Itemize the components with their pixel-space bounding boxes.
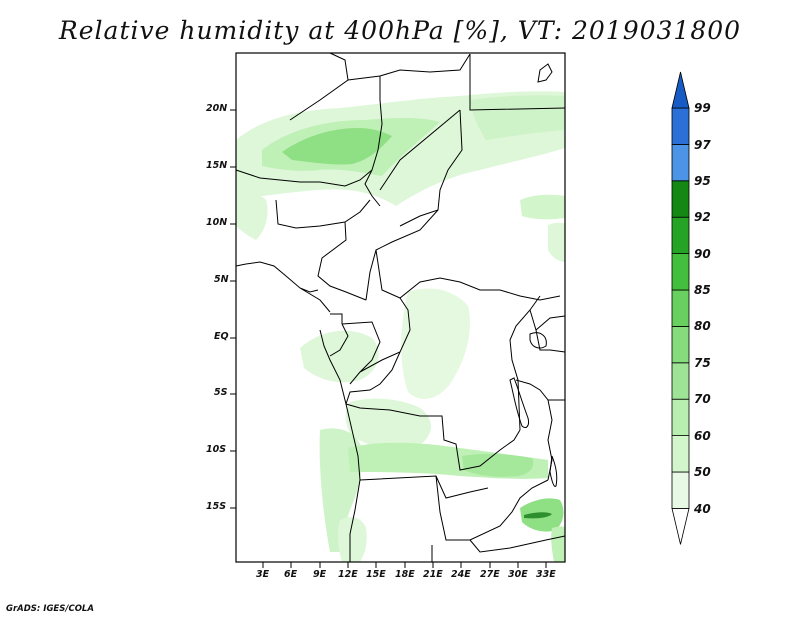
colorbar-label-90: 90 [694, 247, 711, 261]
colorbar-bin-above-max [671, 71, 690, 109]
humidity-shading [236, 91, 565, 562]
colorbar-label-95: 95 [694, 174, 711, 188]
humidity-patch-congo-west [300, 330, 379, 383]
humidity-patch-sahel-strong [282, 128, 392, 165]
chart-title: Relative humidity at 400hPa [%], VT: 201… [58, 16, 742, 45]
colorbar-label-97: 97 [694, 138, 711, 152]
lat-label-20n: 20N [206, 103, 228, 114]
colorbar-bin-8 [671, 216, 690, 254]
colorbar-bin-4 [671, 362, 690, 400]
lon-label-27e: 27E [480, 569, 500, 580]
lon-label-15e: 15E [366, 569, 386, 580]
coastline-east-top [537, 63, 553, 83]
border-north-africa [289, 52, 566, 121]
colorbar-label-70: 70 [694, 392, 711, 406]
lon-label-21e: 21E [423, 569, 443, 580]
humidity-patch-south-west [337, 517, 367, 562]
colorbar-label-60: 60 [694, 429, 711, 443]
footer-credit: GrADS: IGES/COLA [6, 604, 94, 614]
border-nigeria-cameroon [275, 199, 561, 301]
lat-label-15s: 15S [206, 501, 227, 512]
colorbar-bin-7 [671, 253, 690, 291]
colorbar-bin-9 [671, 180, 690, 218]
border-angola-zambia [345, 403, 566, 562]
humidity-patch-east-small [520, 194, 565, 220]
lat-label-15n: 15N [206, 160, 228, 171]
lon-label-9e: 9E [313, 569, 327, 580]
humidity-patch-congo-central [401, 288, 470, 399]
lon-label-33e: 33E [536, 569, 556, 580]
lat-label-eq: EQ [214, 331, 229, 342]
coastline-west [235, 261, 347, 405]
lat-label-10n: 10N [206, 217, 228, 228]
humidity-patch-zambia [462, 453, 534, 477]
colorbar-bin-6 [671, 289, 690, 327]
border-east-africa [515, 309, 566, 481]
lon-label-18e: 18E [395, 569, 415, 580]
lon-label-6e: 6E [284, 569, 298, 580]
colorbar-bin-1 [671, 471, 690, 509]
colorbar-label-80: 80 [694, 319, 711, 333]
lon-label-30e: 30E [508, 569, 528, 580]
colorbar-label-75: 75 [694, 356, 711, 370]
colorbar-bin-2 [671, 435, 690, 473]
humidity-patch-mozambique-core [524, 512, 552, 519]
colorbar-label-50: 50 [694, 465, 711, 479]
humidity-patch-se-strip [551, 526, 565, 562]
lon-ticks [262, 562, 547, 568]
lat-ticks [230, 109, 236, 509]
humidity-patch-west-coast [236, 192, 268, 240]
border-sahel [235, 76, 463, 227]
map-frame [235, 52, 566, 563]
colorbar-label-85: 85 [694, 283, 711, 297]
colorbar-bin-11 [671, 107, 690, 145]
colorbar-bin-5 [671, 325, 690, 364]
humidity-patch-east-sahel [470, 95, 565, 140]
lat-label-10s: 10S [206, 444, 227, 455]
border-congo-region [329, 295, 541, 471]
lake-malawi [549, 455, 558, 487]
colorbar-bin-below-min [671, 507, 690, 545]
colorbar-bin-3 [671, 398, 690, 437]
lon-label-24e: 24E [451, 569, 471, 580]
lon-label-12e: 12E [338, 569, 358, 580]
lake-tanganyika [509, 377, 529, 429]
lat-label-5n: 5N [214, 274, 229, 285]
lon-label-3e: 3E [256, 569, 270, 580]
colorbar-label-40: 40 [694, 502, 711, 516]
colorbar-bin-10 [671, 143, 690, 182]
colorbar-label-99: 99 [694, 101, 711, 115]
humidity-patch-east-edge [548, 222, 565, 262]
lat-label-5s: 5S [214, 387, 228, 398]
colorbar-label-92: 92 [694, 210, 711, 224]
humidity-patch-angola-north [345, 398, 432, 449]
colorbar [671, 71, 690, 545]
country-borders [235, 52, 566, 562]
lake-victoria [529, 332, 547, 349]
